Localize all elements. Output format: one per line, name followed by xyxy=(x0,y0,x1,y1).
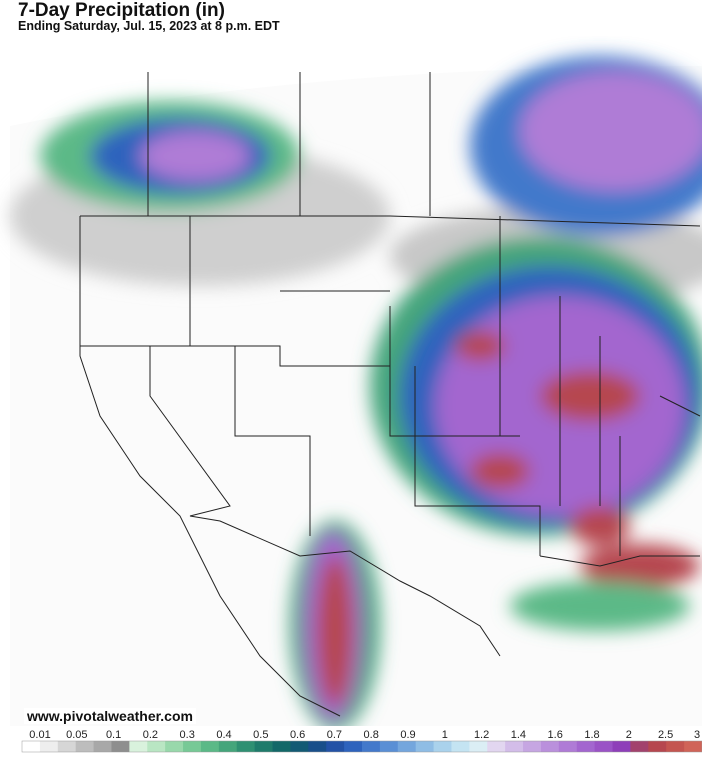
legend-label: 1 xyxy=(442,729,448,741)
legend-label: 1.4 xyxy=(511,729,526,741)
legend-swatch xyxy=(183,741,202,752)
watermark: www.pivotalweather.com xyxy=(24,708,196,724)
legend-label: 0.3 xyxy=(180,729,195,741)
legend-swatch xyxy=(362,741,381,752)
legend-label: 0.05 xyxy=(66,729,87,741)
legend-swatch xyxy=(165,741,184,752)
legend-label: 2.5 xyxy=(658,729,673,741)
subtitle: Ending Saturday, Jul. 15, 2023 at 8 p.m.… xyxy=(18,19,280,33)
legend-swatch xyxy=(218,741,238,752)
legend-swatch xyxy=(684,741,702,752)
legend-swatch xyxy=(397,741,417,752)
legend-label: 0.6 xyxy=(290,729,305,741)
legend-swatch xyxy=(200,741,220,752)
legend-label: 0.01 xyxy=(29,729,50,741)
legend-swatch xyxy=(147,741,166,752)
legend-swatch xyxy=(57,741,77,752)
legend-swatch xyxy=(558,741,578,752)
legend-swatch xyxy=(594,741,614,752)
legend-label: 0.8 xyxy=(364,729,379,741)
legend-swatch xyxy=(236,741,256,752)
legend-swatch xyxy=(540,741,560,752)
legend-label: 1.2 xyxy=(474,729,489,741)
legend-swatch xyxy=(451,741,470,752)
legend-swatch xyxy=(576,741,596,752)
boundaries xyxy=(79,72,701,717)
legend-label: 1.6 xyxy=(548,729,563,741)
legend-swatch xyxy=(505,741,524,752)
legend-swatch xyxy=(129,741,148,752)
legend-swatch xyxy=(308,741,327,752)
legend-swatch xyxy=(523,741,542,752)
legend-swatch xyxy=(415,741,435,752)
legend-swatch xyxy=(254,741,274,752)
legend-label: 1.8 xyxy=(584,729,599,741)
legend-swatch xyxy=(75,741,95,752)
legend-label: 3 xyxy=(694,729,700,741)
legend-frame xyxy=(21,740,702,753)
legend-label: 0.9 xyxy=(400,729,415,741)
legend-label: 2 xyxy=(626,729,632,741)
legend-label: 0.7 xyxy=(327,729,342,741)
legend-swatch xyxy=(93,741,112,752)
legend-label: 0.5 xyxy=(253,729,268,741)
legend-label: 0.2 xyxy=(143,729,158,741)
legend-swatch xyxy=(487,741,506,752)
legend-swatch xyxy=(630,741,649,752)
legend-swatch xyxy=(648,741,667,752)
legend-label: 0.1 xyxy=(106,729,121,741)
legend-swatch xyxy=(344,741,363,752)
legend-swatch xyxy=(111,741,130,752)
title: 7-Day Precipitation (in) xyxy=(18,0,225,21)
legend-swatch xyxy=(290,741,309,752)
legend-swatch xyxy=(666,741,685,752)
legend-swatch xyxy=(469,741,488,752)
legend-swatch xyxy=(379,741,399,752)
legend-swatch xyxy=(39,741,59,752)
legend-swatch xyxy=(612,741,631,752)
legend: 0.01 0.05 0.1 0.2 0.3 0.4 0.5 0.6 0.7 0.8 0.9 1 1.2 1… xyxy=(21,729,702,753)
legend-swatch xyxy=(22,741,41,752)
legend-swatch xyxy=(433,741,452,752)
legend-swatch xyxy=(272,741,291,752)
map xyxy=(10,56,702,726)
precip-field xyxy=(10,56,702,726)
legend-swatch xyxy=(326,741,345,752)
legend-label: 0.4 xyxy=(216,729,231,741)
